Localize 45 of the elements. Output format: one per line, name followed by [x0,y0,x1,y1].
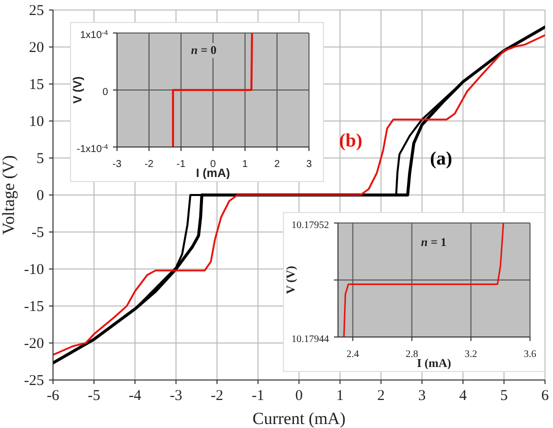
x-tick-label: 6 [541,388,550,404]
x-tick-label: 3 [306,159,312,170]
y-axis-title: Voltage (V) [0,155,18,235]
x-tick-label: 0 [210,159,216,170]
y-tick-label: 10 [29,114,44,130]
y-tick-label: 0 [102,87,108,98]
y-tick-label: 10.17944 [292,334,329,345]
x-tick-label: -3 [170,388,182,404]
y-tick-label: 20 [29,40,44,56]
x-tick-label: 3 [418,388,426,404]
x-tick-label: 1 [242,159,248,170]
x-tick-label: 2 [377,388,385,404]
x-tick-label: -3 [112,159,122,170]
x-tick-label: 2.4 [346,349,360,360]
x-tick-label: 2 [274,159,280,170]
y-tick-label: 0 [36,188,44,204]
y-tick-label: 15 [29,77,44,93]
y-tick-label: -1x10$^{-4}$ [76,144,108,155]
x-tick-label: 5 [500,388,508,404]
x-tick-label: 3.6 [524,349,536,360]
y-tick-label: -5 [32,225,44,241]
y-tick-label: -20 [24,336,44,352]
x-tick-label: -6 [46,388,60,404]
y-axis-title: V (V) [70,76,84,104]
y-tick-label: 25 [29,3,44,19]
series-label: (b) [339,130,362,152]
y-tick-label: -15 [24,299,44,315]
x-tick-label: -1 [176,159,186,170]
annotation: n = 1 [419,235,449,250]
x-tick-label: 4 [459,388,468,404]
x-tick-label: 1 [336,388,344,404]
series-label: (a) [430,148,452,170]
x-tick-label: 2.8 [406,349,418,360]
x-tick-label: -2 [210,388,224,404]
y-tick-label: 1x10$^{-4}$ [80,30,108,41]
x-tick-label: -4 [128,388,142,404]
x-tick-label: -2 [144,159,154,170]
annotation: n = 0 [189,43,219,58]
y-tick-label: -25 [24,373,44,389]
x-tick-label: -1 [252,388,264,404]
y-axis-title: V (V) [283,266,298,294]
x-axis-title: Current (mA) [252,409,346,428]
x-tick-label: 3.2 [464,349,478,360]
y-tick-label: 10.17952 [292,220,329,231]
y-tick-label: -10 [24,262,44,278]
